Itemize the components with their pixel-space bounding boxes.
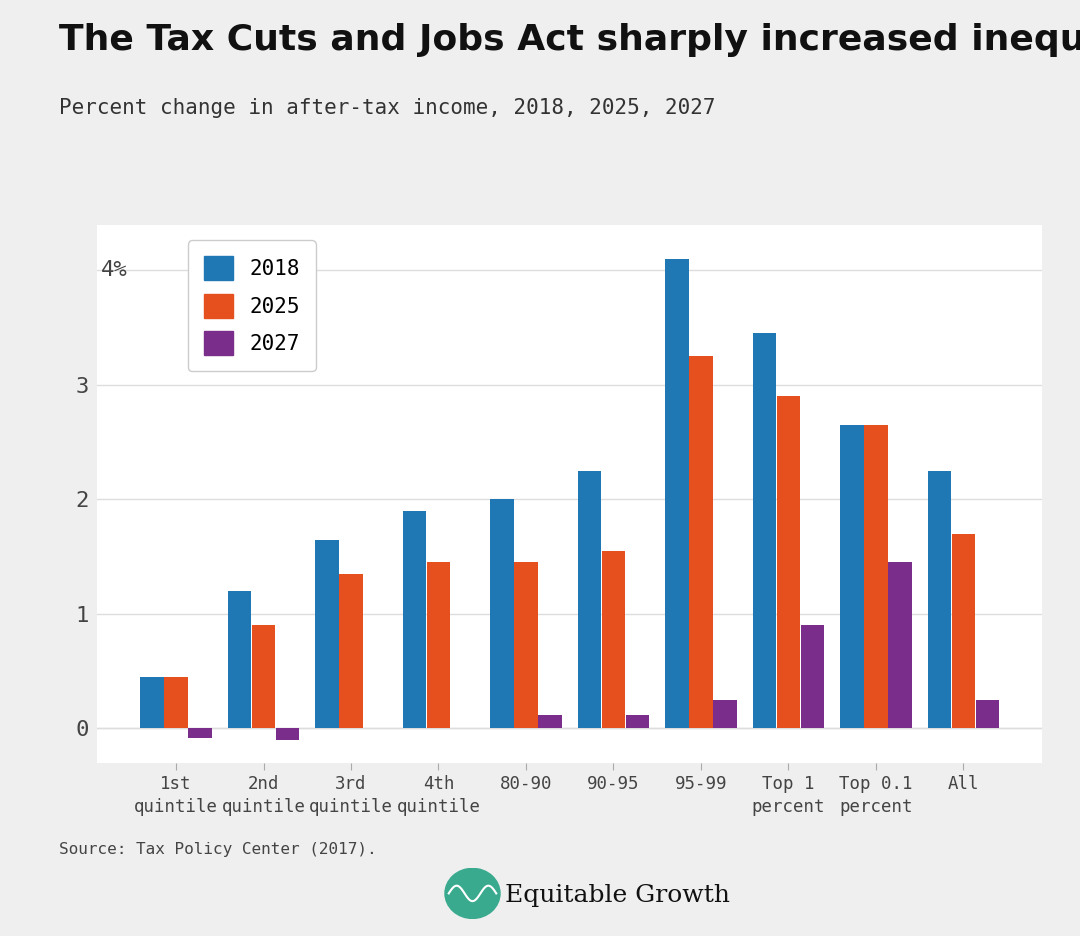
Bar	[315, 539, 339, 728]
Bar	[625, 715, 649, 728]
Bar	[252, 625, 275, 728]
Bar	[753, 333, 777, 728]
Bar	[427, 563, 450, 728]
Bar	[665, 259, 689, 728]
Text: 4%: 4%	[102, 260, 127, 281]
Bar	[164, 677, 188, 728]
Bar	[228, 591, 252, 728]
Text: The Tax Cuts and Jobs Act sharply increased inequality: The Tax Cuts and Jobs Act sharply increa…	[59, 23, 1080, 57]
Bar	[140, 677, 164, 728]
Bar	[713, 700, 737, 728]
Text: Source: Tax Policy Center (2017).: Source: Tax Policy Center (2017).	[59, 842, 377, 857]
Bar	[188, 728, 212, 738]
Bar	[840, 425, 864, 728]
Bar	[800, 625, 824, 728]
Bar	[403, 511, 427, 728]
Bar	[490, 500, 514, 728]
Text: Equitable Growth: Equitable Growth	[505, 885, 730, 907]
Bar	[777, 397, 800, 728]
Bar	[888, 563, 912, 728]
Bar	[578, 471, 602, 728]
Bar	[689, 357, 713, 728]
Bar	[602, 551, 625, 728]
Bar	[864, 425, 888, 728]
Bar	[951, 534, 975, 728]
Bar	[538, 715, 562, 728]
Bar	[975, 700, 999, 728]
Legend: 2018, 2025, 2027: 2018, 2025, 2027	[188, 241, 315, 371]
Bar	[275, 728, 299, 740]
Bar	[339, 574, 363, 728]
Bar	[514, 563, 538, 728]
Text: Percent change in after-tax income, 2018, 2025, 2027: Percent change in after-tax income, 2018…	[59, 98, 716, 118]
Bar	[928, 471, 951, 728]
Ellipse shape	[444, 868, 501, 919]
